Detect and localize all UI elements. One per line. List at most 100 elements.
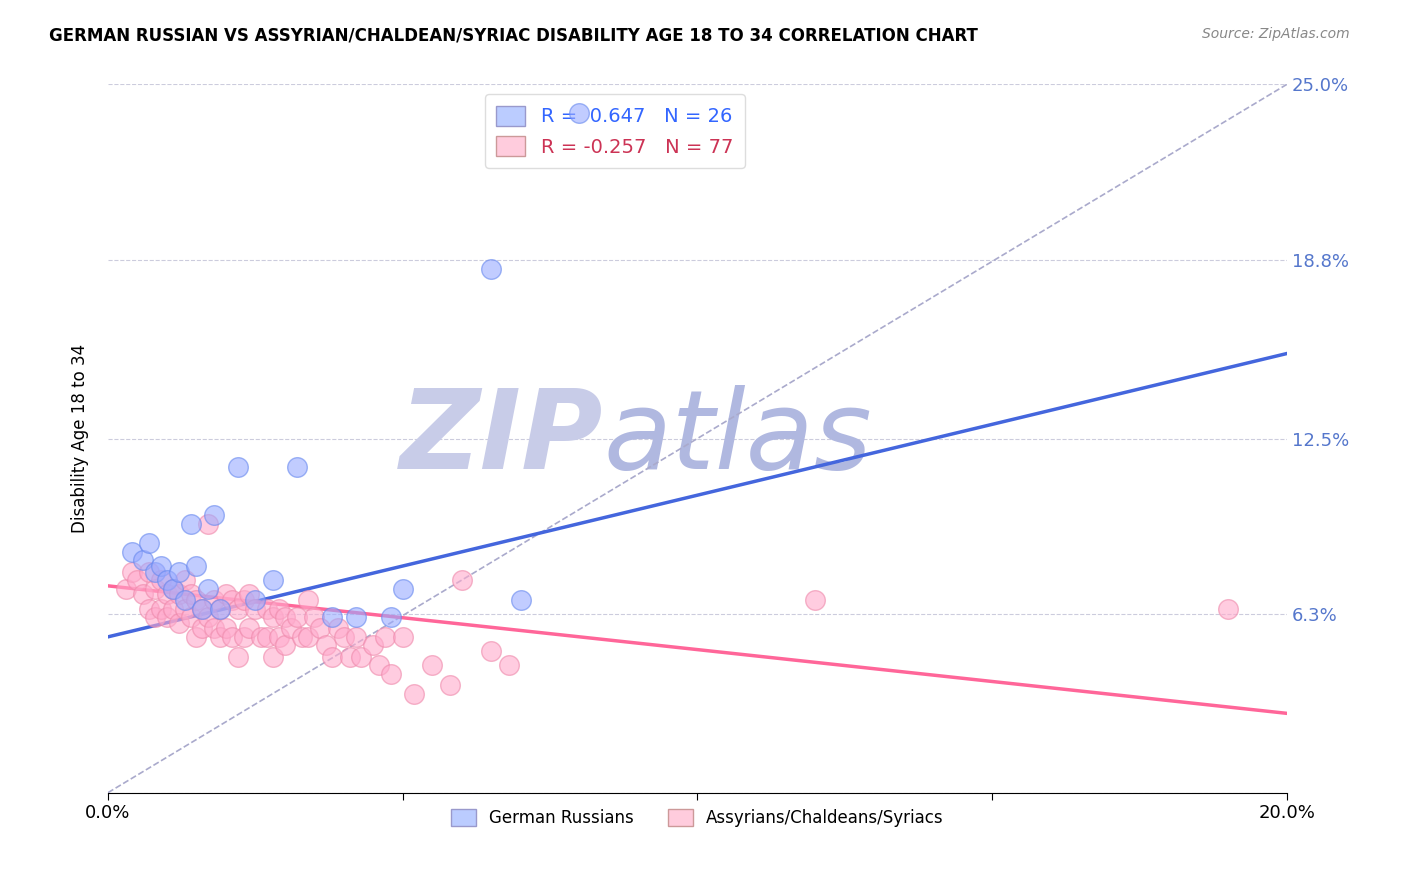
Point [202, 508, 225, 522]
Point [245, 601, 267, 615]
Point [267, 630, 290, 644]
Point [179, 610, 201, 624]
Point [221, 593, 243, 607]
Point [232, 630, 254, 644]
Point [368, 658, 391, 673]
Point [238, 587, 260, 601]
Point [321, 649, 343, 664]
Point [332, 630, 354, 644]
Point [267, 601, 290, 615]
Point [221, 630, 243, 644]
Point [202, 593, 225, 607]
Point [344, 610, 367, 624]
Point [132, 587, 155, 601]
Point [150, 573, 173, 587]
Point [238, 621, 260, 635]
Point [186, 630, 208, 644]
Point [479, 644, 502, 658]
Point [191, 621, 214, 635]
Point [262, 649, 284, 664]
Point [179, 516, 201, 531]
Point [186, 559, 208, 574]
Point [226, 459, 249, 474]
Point [304, 610, 326, 624]
Point [232, 593, 254, 607]
Point [191, 601, 214, 615]
Point [143, 582, 166, 596]
Point [215, 587, 238, 601]
Point [374, 630, 396, 644]
Point [173, 593, 195, 607]
Point [127, 573, 149, 587]
Point [173, 573, 195, 587]
Text: atlas: atlas [603, 385, 872, 492]
Point [380, 610, 402, 624]
Point [156, 587, 179, 601]
Point [179, 587, 201, 601]
Point [226, 649, 249, 664]
Point [509, 593, 531, 607]
Point [262, 573, 284, 587]
Point [391, 582, 413, 596]
Point [173, 601, 195, 615]
Point [121, 545, 143, 559]
Point [262, 610, 284, 624]
Point [208, 601, 231, 615]
Point [280, 621, 302, 635]
Point [344, 630, 367, 644]
Point [315, 638, 337, 652]
Point [568, 105, 591, 120]
Point [380, 666, 402, 681]
Point [132, 553, 155, 567]
Point [167, 615, 190, 630]
Point [450, 573, 472, 587]
Point [191, 601, 214, 615]
Point [804, 593, 827, 607]
Point [245, 593, 267, 607]
Point [114, 582, 136, 596]
Point [291, 630, 314, 644]
Point [186, 593, 208, 607]
Point [350, 649, 373, 664]
Point [297, 593, 319, 607]
Point [156, 610, 179, 624]
Point [498, 658, 520, 673]
Point [156, 573, 179, 587]
Point [197, 582, 219, 596]
Point [143, 565, 166, 579]
Point [208, 601, 231, 615]
Point [208, 630, 231, 644]
Point [391, 630, 413, 644]
Point [150, 559, 173, 574]
Point [121, 565, 143, 579]
Point [226, 601, 249, 615]
Point [215, 621, 238, 635]
Point [197, 610, 219, 624]
Legend: German Russians, Assyrians/Chaldeans/Syriacs: German Russians, Assyrians/Chaldeans/Syr… [444, 803, 950, 834]
Point [326, 621, 349, 635]
Point [479, 261, 502, 276]
Point [250, 630, 273, 644]
Point [197, 516, 219, 531]
Point [404, 686, 426, 700]
Text: ZIP: ZIP [399, 385, 603, 492]
Text: GERMAN RUSSIAN VS ASSYRIAN/CHALDEAN/SYRIAC DISABILITY AGE 18 TO 34 CORRELATION C: GERMAN RUSSIAN VS ASSYRIAN/CHALDEAN/SYRI… [49, 27, 979, 45]
Point [256, 630, 278, 644]
Point [309, 621, 332, 635]
Point [297, 630, 319, 644]
Point [285, 459, 308, 474]
Point [339, 649, 361, 664]
Point [285, 610, 308, 624]
Y-axis label: Disability Age 18 to 34: Disability Age 18 to 34 [72, 344, 89, 533]
Point [256, 601, 278, 615]
Point [1216, 601, 1239, 615]
Point [167, 587, 190, 601]
Point [138, 601, 160, 615]
Point [138, 536, 160, 550]
Point [138, 565, 160, 579]
Text: Source: ZipAtlas.com: Source: ZipAtlas.com [1202, 27, 1350, 41]
Point [162, 601, 184, 615]
Point [202, 621, 225, 635]
Point [439, 678, 461, 692]
Point [167, 565, 190, 579]
